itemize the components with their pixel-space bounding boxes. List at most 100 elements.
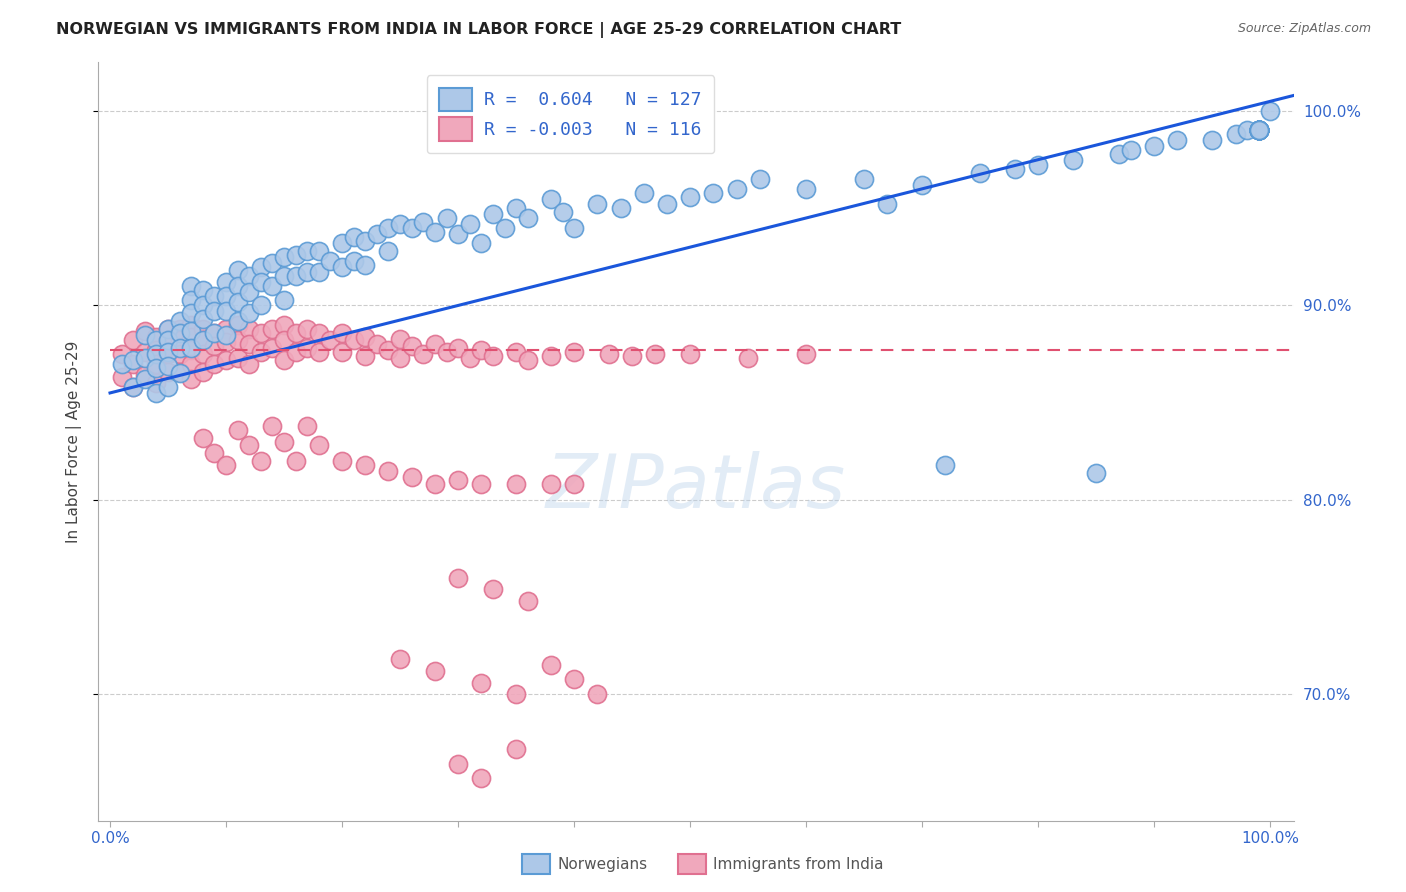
Point [377,220,399,235]
Point [191,431,214,445]
Point [1247,123,1270,137]
Point [157,334,180,348]
Point [343,334,366,348]
Point [226,294,249,309]
Point [458,351,481,365]
Point [470,675,492,690]
Point [644,347,666,361]
Point [191,334,214,348]
Point [157,365,180,379]
Point [273,293,295,307]
Point [226,334,249,348]
Point [366,227,388,241]
Point [447,757,470,772]
Point [169,367,191,381]
Point [284,326,307,340]
Point [1247,123,1270,137]
Point [238,438,260,452]
Point [540,192,562,206]
Point [447,341,470,355]
Point [122,334,145,348]
Point [401,220,423,235]
Point [458,217,481,231]
Point [401,469,423,483]
Point [377,244,399,258]
Point [180,324,202,338]
Point [540,658,562,673]
Point [111,370,134,384]
Point [134,372,156,386]
Point [377,343,399,358]
Point [516,594,538,608]
Point [389,652,412,666]
Point [122,352,145,367]
Point [1247,123,1270,137]
Point [169,334,191,348]
Point [226,263,249,277]
Point [482,582,505,597]
Point [273,269,295,284]
Point [679,189,702,203]
Point [319,253,342,268]
Point [134,368,156,383]
Point [226,423,249,437]
Point [273,434,295,449]
Point [516,352,538,367]
Legend: Norwegians, Immigrants from India: Norwegians, Immigrants from India [516,848,890,880]
Point [297,322,319,336]
Point [157,334,180,348]
Point [204,289,226,303]
Point [562,477,585,491]
Point [655,197,678,211]
Point [145,360,167,375]
Point [470,771,492,785]
Point [226,314,249,328]
Point [412,215,434,229]
Point [598,347,620,361]
Point [1062,153,1084,167]
Point [157,345,180,359]
Point [551,205,574,219]
Point [145,329,167,343]
Point [1004,162,1026,177]
Point [297,265,319,279]
Point [262,322,284,336]
Point [215,335,238,350]
Point [169,322,191,336]
Point [423,225,446,239]
Point [1166,133,1188,147]
Point [134,324,156,338]
Point [122,380,145,394]
Point [169,341,191,355]
Point [1247,123,1270,137]
Point [447,474,470,488]
Point [748,172,770,186]
Point [679,347,702,361]
Point [586,197,609,211]
Point [366,337,388,351]
Point [157,322,180,336]
Point [354,349,377,363]
Point [1247,123,1270,137]
Point [284,454,307,468]
Point [145,343,167,358]
Point [250,298,273,312]
Point [470,343,492,358]
Point [157,380,180,394]
Point [238,322,260,336]
Point [273,334,295,348]
Point [238,357,260,371]
Point [1225,128,1247,142]
Point [1247,123,1270,137]
Point [1247,123,1270,137]
Text: NORWEGIAN VS IMMIGRANTS FROM INDIA IN LABOR FORCE | AGE 25-29 CORRELATION CHART: NORWEGIAN VS IMMIGRANTS FROM INDIA IN LA… [56,22,901,38]
Point [1247,123,1270,137]
Point [191,322,214,336]
Point [308,265,330,279]
Point [297,419,319,434]
Point [1247,123,1270,137]
Point [180,318,202,332]
Point [343,253,366,268]
Point [911,178,934,192]
Point [423,477,446,491]
